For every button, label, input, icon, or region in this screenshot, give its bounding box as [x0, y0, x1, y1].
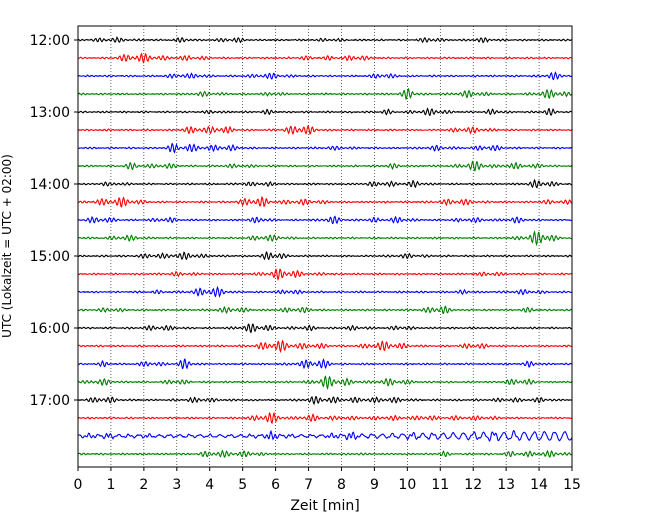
trace-line [77, 124, 573, 135]
y-tick-label: 14:00 [30, 177, 70, 193]
x-axis-ticks: 0 1 2 3 4 5 6 7 8 9 10 11 12 13 14 15 [74, 467, 581, 493]
trace-line [77, 178, 573, 189]
trace-line [77, 195, 573, 208]
x-tick-label: 3 [172, 477, 181, 493]
x-tick-label: 0 [74, 477, 83, 493]
trace-line [77, 87, 573, 100]
trace-line [77, 339, 573, 354]
x-tick-label: 14 [530, 477, 548, 493]
x-axis-title: Zeit [min] [290, 498, 359, 514]
x-tick-label: 13 [497, 477, 515, 493]
trace-line [77, 230, 573, 247]
trace-line [77, 323, 573, 334]
trace-line [77, 215, 573, 225]
x-tick-label: 12 [464, 477, 482, 493]
x-tick-label: 2 [139, 477, 148, 493]
seismogram-traces [77, 36, 573, 459]
y-axis-title: UTC (Lokalzeit = UTC + 02:00) [0, 154, 14, 338]
trace-line [77, 411, 573, 425]
plot-frame [77, 25, 573, 468]
trace-line [77, 375, 573, 391]
trace-line [77, 395, 573, 406]
x-tick-label: 9 [370, 477, 379, 493]
y-tick-label: 13:00 [30, 105, 70, 121]
y-tick-label: 17:00 [30, 393, 70, 409]
y-tick-label: 12:00 [30, 33, 70, 49]
y-tick-label: 15:00 [30, 249, 70, 265]
trace-line [77, 36, 573, 44]
y-tick-label: 16:00 [30, 321, 70, 337]
x-tick-label: 1 [106, 477, 115, 493]
x-tick-label: 15 [563, 477, 581, 493]
x-tick-label: 6 [271, 477, 280, 493]
trace-line [77, 107, 573, 117]
trace-line [77, 268, 573, 281]
trace-line [77, 429, 573, 442]
trace-line [77, 358, 573, 370]
x-tick-label: 10 [398, 477, 416, 493]
x-tick-label: 8 [337, 477, 346, 493]
x-tick-label: 4 [205, 477, 214, 493]
x-tick-label: 5 [238, 477, 247, 493]
x-tick-label: 7 [304, 477, 313, 493]
trace-line [77, 250, 573, 261]
trace-line [77, 52, 573, 64]
trace-line [77, 449, 573, 459]
trace-line [77, 71, 573, 81]
trace-line [77, 305, 573, 315]
trace-line [77, 285, 573, 298]
trace-line [77, 143, 573, 154]
trace-line [77, 160, 573, 172]
x-tick-label: 11 [431, 477, 449, 493]
y-axis-ticks: 12:00 13:00 14:00 15:00 16:00 17:00 [30, 33, 78, 409]
